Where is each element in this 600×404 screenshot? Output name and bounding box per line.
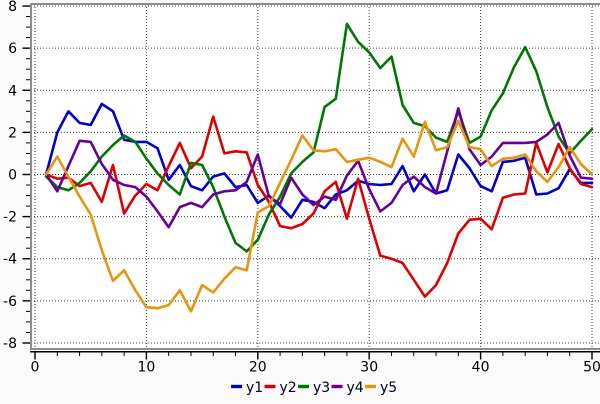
- legend-swatch-y3: [298, 384, 309, 389]
- y-tick-label: -8: [3, 336, 17, 352]
- legend-swatch-y5: [365, 384, 376, 389]
- legend-label: y1: [246, 380, 263, 396]
- series-line-y5: [44, 119, 594, 313]
- y-tick-label: 4: [8, 83, 17, 99]
- legend-label: y2: [280, 380, 297, 396]
- x-tick-label: 10: [137, 360, 155, 376]
- legend: y1 y2 y3 y4 y5: [231, 380, 397, 396]
- series-line-y3: [44, 22, 594, 253]
- x-tick-label: 0: [31, 360, 40, 376]
- legend-swatch-y2: [264, 384, 276, 389]
- y-tick-label: 8: [8, 0, 17, 15]
- x-tick-label: 50: [583, 360, 600, 376]
- y-tick-label: 6: [8, 41, 17, 57]
- x-tick-label: 30: [360, 360, 378, 376]
- legend-swatch-y4: [331, 384, 343, 389]
- y-axis: [22, 5, 30, 344]
- y-tick-label: 0: [8, 168, 17, 184]
- legend-item-y1: y1: [231, 380, 263, 396]
- legend-item-y4: y4: [331, 380, 364, 396]
- legend-item-y5: y5: [365, 380, 397, 396]
- series-lines: [44, 22, 594, 313]
- y-tick-label: -6: [3, 294, 17, 310]
- y-tick-label: 2: [8, 125, 17, 141]
- legend-label: y3: [313, 380, 330, 396]
- legend-label: y4: [347, 380, 364, 396]
- y-tick-label: -4: [3, 252, 17, 268]
- y-tick-label: -2: [3, 210, 17, 226]
- plot-canvas: [30, 3, 600, 350]
- legend-label: y5: [380, 380, 397, 396]
- plot-frame: [30, 3, 600, 350]
- legend-item-y3: y3: [298, 380, 330, 396]
- series-line-y4: [44, 106, 594, 229]
- x-tick-label: 40: [472, 360, 490, 376]
- legend-item-y2: y2: [264, 380, 297, 396]
- x-tick-label: 20: [249, 360, 267, 376]
- x-axis: [30, 351, 600, 360]
- legend-swatch-y1: [231, 384, 242, 389]
